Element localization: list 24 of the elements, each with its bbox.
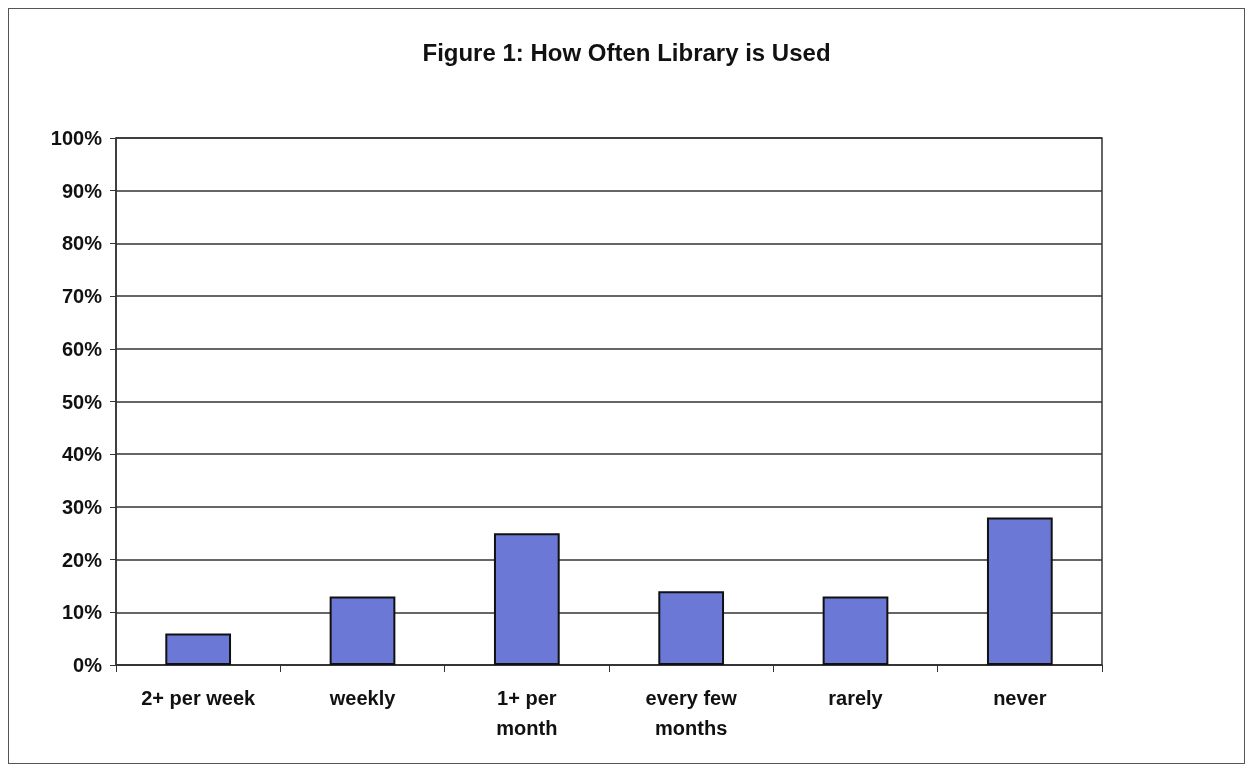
bar: [329, 596, 396, 665]
bar: [165, 633, 232, 665]
x-tick-label: weekly: [328, 687, 397, 709]
y-tick-label: 70%: [61, 285, 103, 308]
y-tick-label: 0%: [73, 654, 103, 676]
y-tick-label: 90%: [61, 179, 103, 202]
x-tick-label: every few months: [645, 687, 738, 739]
chart-title: Figure 1: How Often Library is Used: [422, 38, 831, 66]
x-tick-label: never: [993, 687, 1047, 709]
y-tick-label: 50%: [61, 390, 103, 413]
y-tick-label: 60%: [61, 337, 103, 360]
y-tick-label: 40%: [61, 443, 103, 466]
y-tick-label: 10%: [61, 601, 103, 624]
bar: [658, 591, 725, 665]
x-tick-label: 1+ per month: [496, 687, 558, 739]
x-tick-label: 2+ per week: [141, 687, 257, 709]
bar: [493, 533, 560, 665]
bar: [822, 596, 889, 665]
x-tick-label: rarely: [828, 687, 884, 709]
bar: [986, 517, 1053, 665]
y-tick-label: 20%: [61, 548, 103, 571]
y-tick-label: 30%: [61, 495, 103, 518]
y-tick-label: 100%: [50, 127, 103, 149]
y-tick-label: 80%: [61, 232, 103, 255]
